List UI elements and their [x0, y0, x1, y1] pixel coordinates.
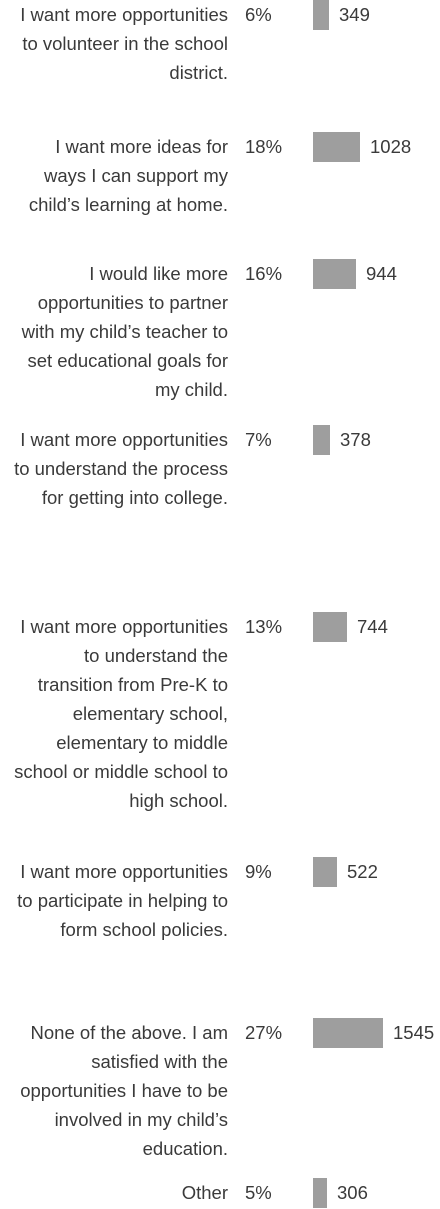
bar [313, 1178, 327, 1208]
category-label: I want more ideas for ways I can support… [28, 136, 228, 215]
bar [313, 857, 337, 887]
category-label: I would like more opportunities to partn… [21, 263, 228, 400]
percent-label: 18% [245, 136, 283, 157]
percent-label: 16% [245, 263, 283, 284]
bar [313, 1018, 383, 1048]
bar [313, 132, 360, 162]
category-label: Other [181, 1182, 228, 1203]
category-label: I want more opportunities to understand … [14, 616, 228, 811]
value-label: 349 [339, 4, 370, 25]
value-label: 306 [337, 1182, 368, 1203]
category-label: None of the above. I am satisfied with t… [20, 1022, 228, 1159]
percent-label: 6% [245, 4, 272, 25]
value-label: 1545 [393, 1022, 435, 1043]
percent-label: 5% [245, 1182, 272, 1203]
value-label: 1028 [370, 136, 412, 157]
category-label: I want more opportunities to volunteer i… [20, 4, 228, 83]
value-label: 744 [357, 616, 388, 637]
bar [313, 259, 356, 289]
percent-label: 13% [245, 616, 283, 637]
bar [313, 425, 330, 455]
bar [313, 612, 347, 642]
category-label: I want more opportunities to participate… [17, 861, 228, 940]
bar [313, 0, 329, 30]
value-label: 522 [347, 861, 378, 882]
percent-label: 27% [245, 1022, 283, 1043]
percent-label: 7% [245, 429, 272, 450]
value-label: 944 [366, 263, 397, 284]
category-label: I want more opportunities to understand … [14, 429, 228, 508]
value-label: 378 [340, 429, 371, 450]
percent-label: 9% [245, 861, 272, 882]
